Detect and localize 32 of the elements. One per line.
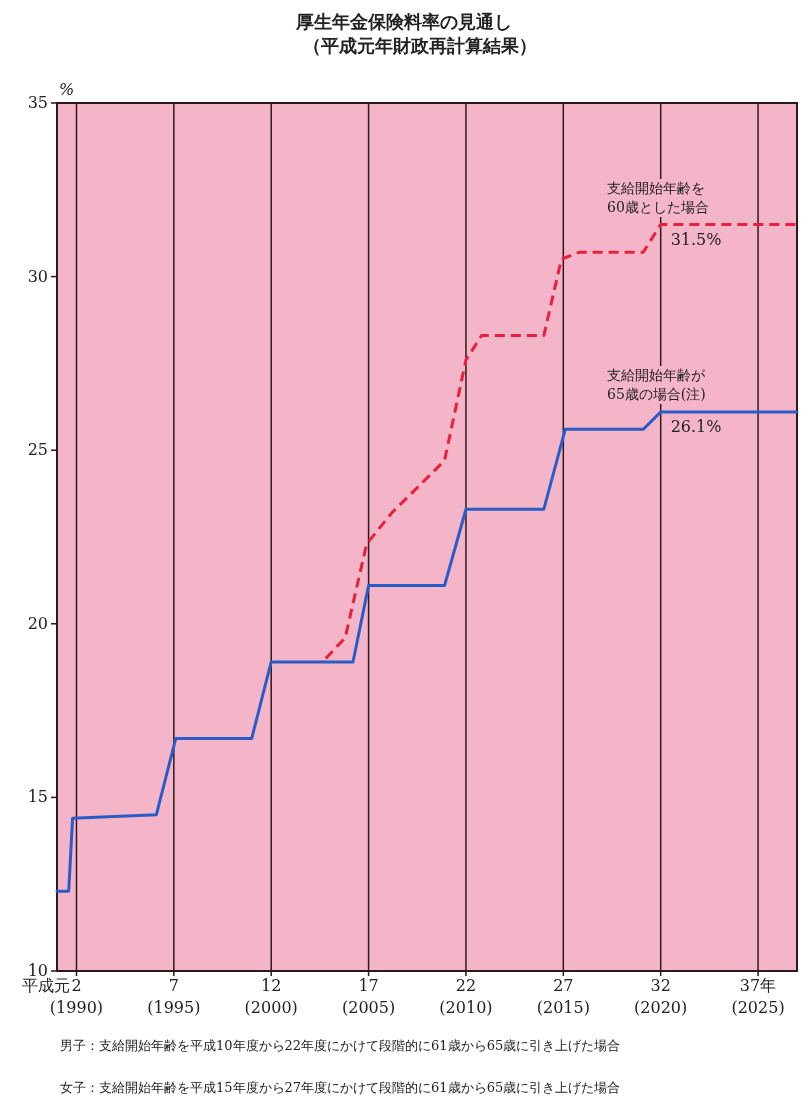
x2-tick-label: (1990) xyxy=(49,998,104,1017)
x-tick-label: 32 xyxy=(650,976,671,995)
x-axis-title: 平成元 xyxy=(22,976,70,995)
x-tick-label: 17 xyxy=(358,976,379,995)
x-tick-label: 12 xyxy=(261,976,282,995)
x2-tick-label: (2010) xyxy=(439,998,493,1017)
x-tick-label: 7 xyxy=(168,976,179,995)
data-label: 26.1% xyxy=(670,417,722,437)
x-tick-label: 2 xyxy=(71,976,82,995)
y-tick-label: 35 xyxy=(27,93,48,112)
x-tick-label: 37年 xyxy=(739,976,777,995)
text: 男子：支給開始年齢を平成10年度から22年度にかけて段階的に61歳から65歳に引き上げた場合 xyxy=(60,1038,621,1053)
x2-tick-label: (2015) xyxy=(536,998,590,1017)
x2-tick-label: (1995) xyxy=(147,998,201,1017)
chart-title: 厚生年金保険料率の見通し xyxy=(295,11,512,32)
x2-tick-label: (2000) xyxy=(244,998,298,1017)
line-series xyxy=(55,410,799,893)
y-axis-title: % xyxy=(59,80,75,99)
x2-tick-label: (2025) xyxy=(731,998,785,1017)
chart-subtitle: （平成元年財政再計算結果） xyxy=(303,35,537,56)
x2-tick-label: (2020) xyxy=(634,998,688,1017)
x-tick-label: 27 xyxy=(553,976,574,995)
x-tick-label: 22 xyxy=(455,976,477,995)
series-label: 支給開始年齢を60歳とした場合 xyxy=(605,178,723,217)
y-tick-label: 20 xyxy=(27,613,48,633)
text: 女子：支給開始年齢を平成15年度から27年度にかけて段階的に61歳から65歳に引き上げた場合 xyxy=(60,1080,621,1095)
series-label: 支給開始年齢が65歳の場合(注) xyxy=(605,366,723,404)
data-label: 31.5% xyxy=(670,229,722,249)
y-tick-label: 30 xyxy=(27,266,48,286)
y-tick-label: 25 xyxy=(27,440,48,460)
x2-tick-label: (2005) xyxy=(341,998,396,1017)
y-tick-label: 15 xyxy=(27,787,48,807)
